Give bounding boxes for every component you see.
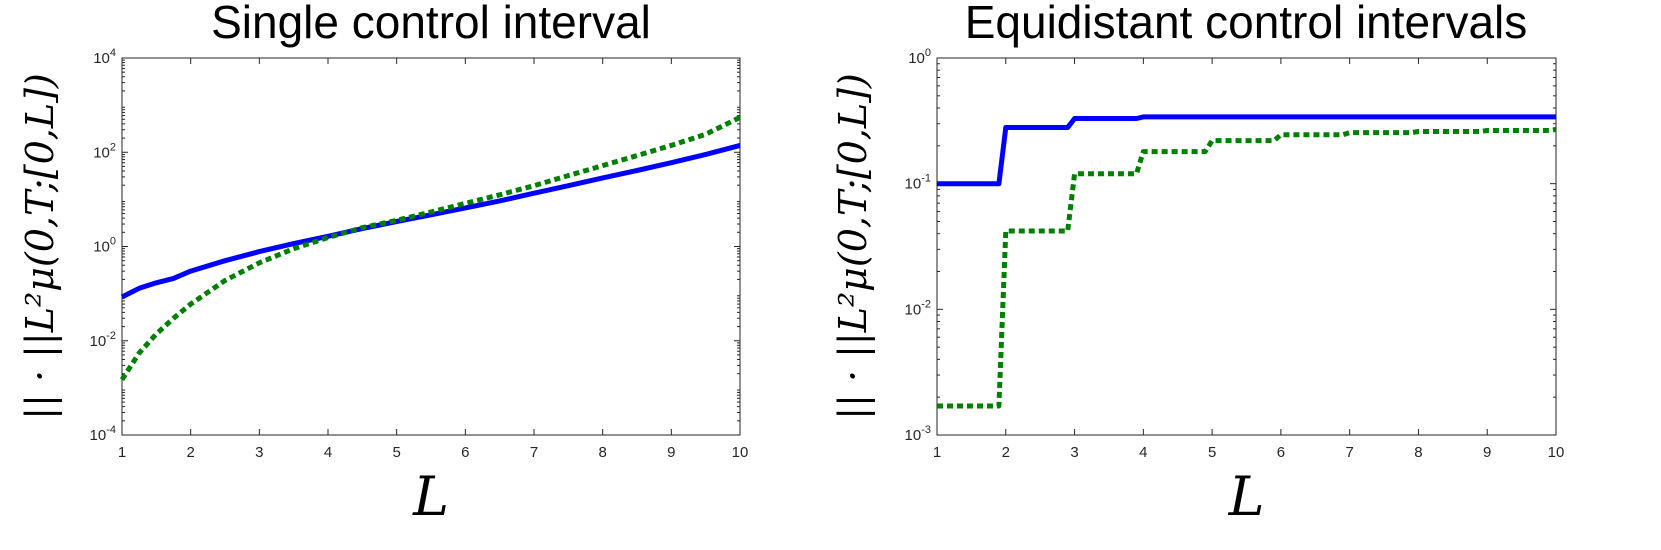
x-tick-label: 5 xyxy=(392,444,400,461)
y-tick-label: 10-2 xyxy=(905,298,931,318)
series-line-solid-blue xyxy=(120,142,741,300)
series-line-dotted-green xyxy=(119,115,742,381)
chart-title: Equidistant control intervals xyxy=(965,0,1528,48)
x-tick-label: 10 xyxy=(1548,444,1565,461)
y-tick-label: 10-4 xyxy=(90,424,116,444)
x-tick-label: 7 xyxy=(1345,444,1353,461)
x-tick-label: 6 xyxy=(1277,444,1285,461)
x-tick-label: 9 xyxy=(1483,444,1491,461)
y-tick-label: 104 xyxy=(93,47,116,67)
chart-panel-2: Equidistant control intervals 1 2 3 4 5 6 7 8 9 10… xyxy=(831,0,1564,528)
y-axis-label: || · ||L²μ(0,T;[0,L]) xyxy=(831,73,875,419)
x-tick-label: 2 xyxy=(186,444,194,461)
x-tick-label: 3 xyxy=(255,444,263,461)
x-tick-label: 3 xyxy=(1070,444,1078,461)
x-tick-label: 7 xyxy=(530,444,538,461)
x-axis-label: L xyxy=(412,465,449,528)
x-tick-label: 8 xyxy=(1414,444,1422,461)
plot-area-frame xyxy=(936,57,1557,436)
y-tick-label: 100 xyxy=(908,47,931,67)
x-tick-label: 2 xyxy=(1002,444,1010,461)
y-tick-label: 10-1 xyxy=(905,173,931,193)
y-axis-label: || · ||L²μ(0,T;[0,L]) xyxy=(18,73,62,419)
plot-area-frame xyxy=(121,57,741,436)
x-tick-label: 4 xyxy=(1139,444,1147,461)
x-tick-label: 5 xyxy=(1208,444,1216,461)
series-line-dotted-green xyxy=(937,127,1557,409)
x-tick-label: 6 xyxy=(461,444,469,461)
x-tick-label: 1 xyxy=(933,444,941,461)
x-tick-label: 4 xyxy=(324,444,332,461)
chart-panel-1: Single control interval 1 2 3 4 5 6 7 8 9 10 10-4 10… xyxy=(18,0,748,528)
x-tick-label: 10 xyxy=(732,444,749,461)
y-tick-label: 102 xyxy=(93,141,116,161)
y-tick-label: 10-2 xyxy=(90,330,116,350)
series-line-solid-blue xyxy=(937,114,1556,187)
x-tick-label: 1 xyxy=(118,444,126,461)
y-tick-label: 100 xyxy=(93,236,116,256)
chart-title: Single control interval xyxy=(211,0,651,48)
x-axis-label: L xyxy=(1228,465,1265,528)
y-tick-label: 10-3 xyxy=(905,424,931,444)
x-tick-label: 9 xyxy=(667,444,675,461)
x-tick-label: 8 xyxy=(598,444,606,461)
